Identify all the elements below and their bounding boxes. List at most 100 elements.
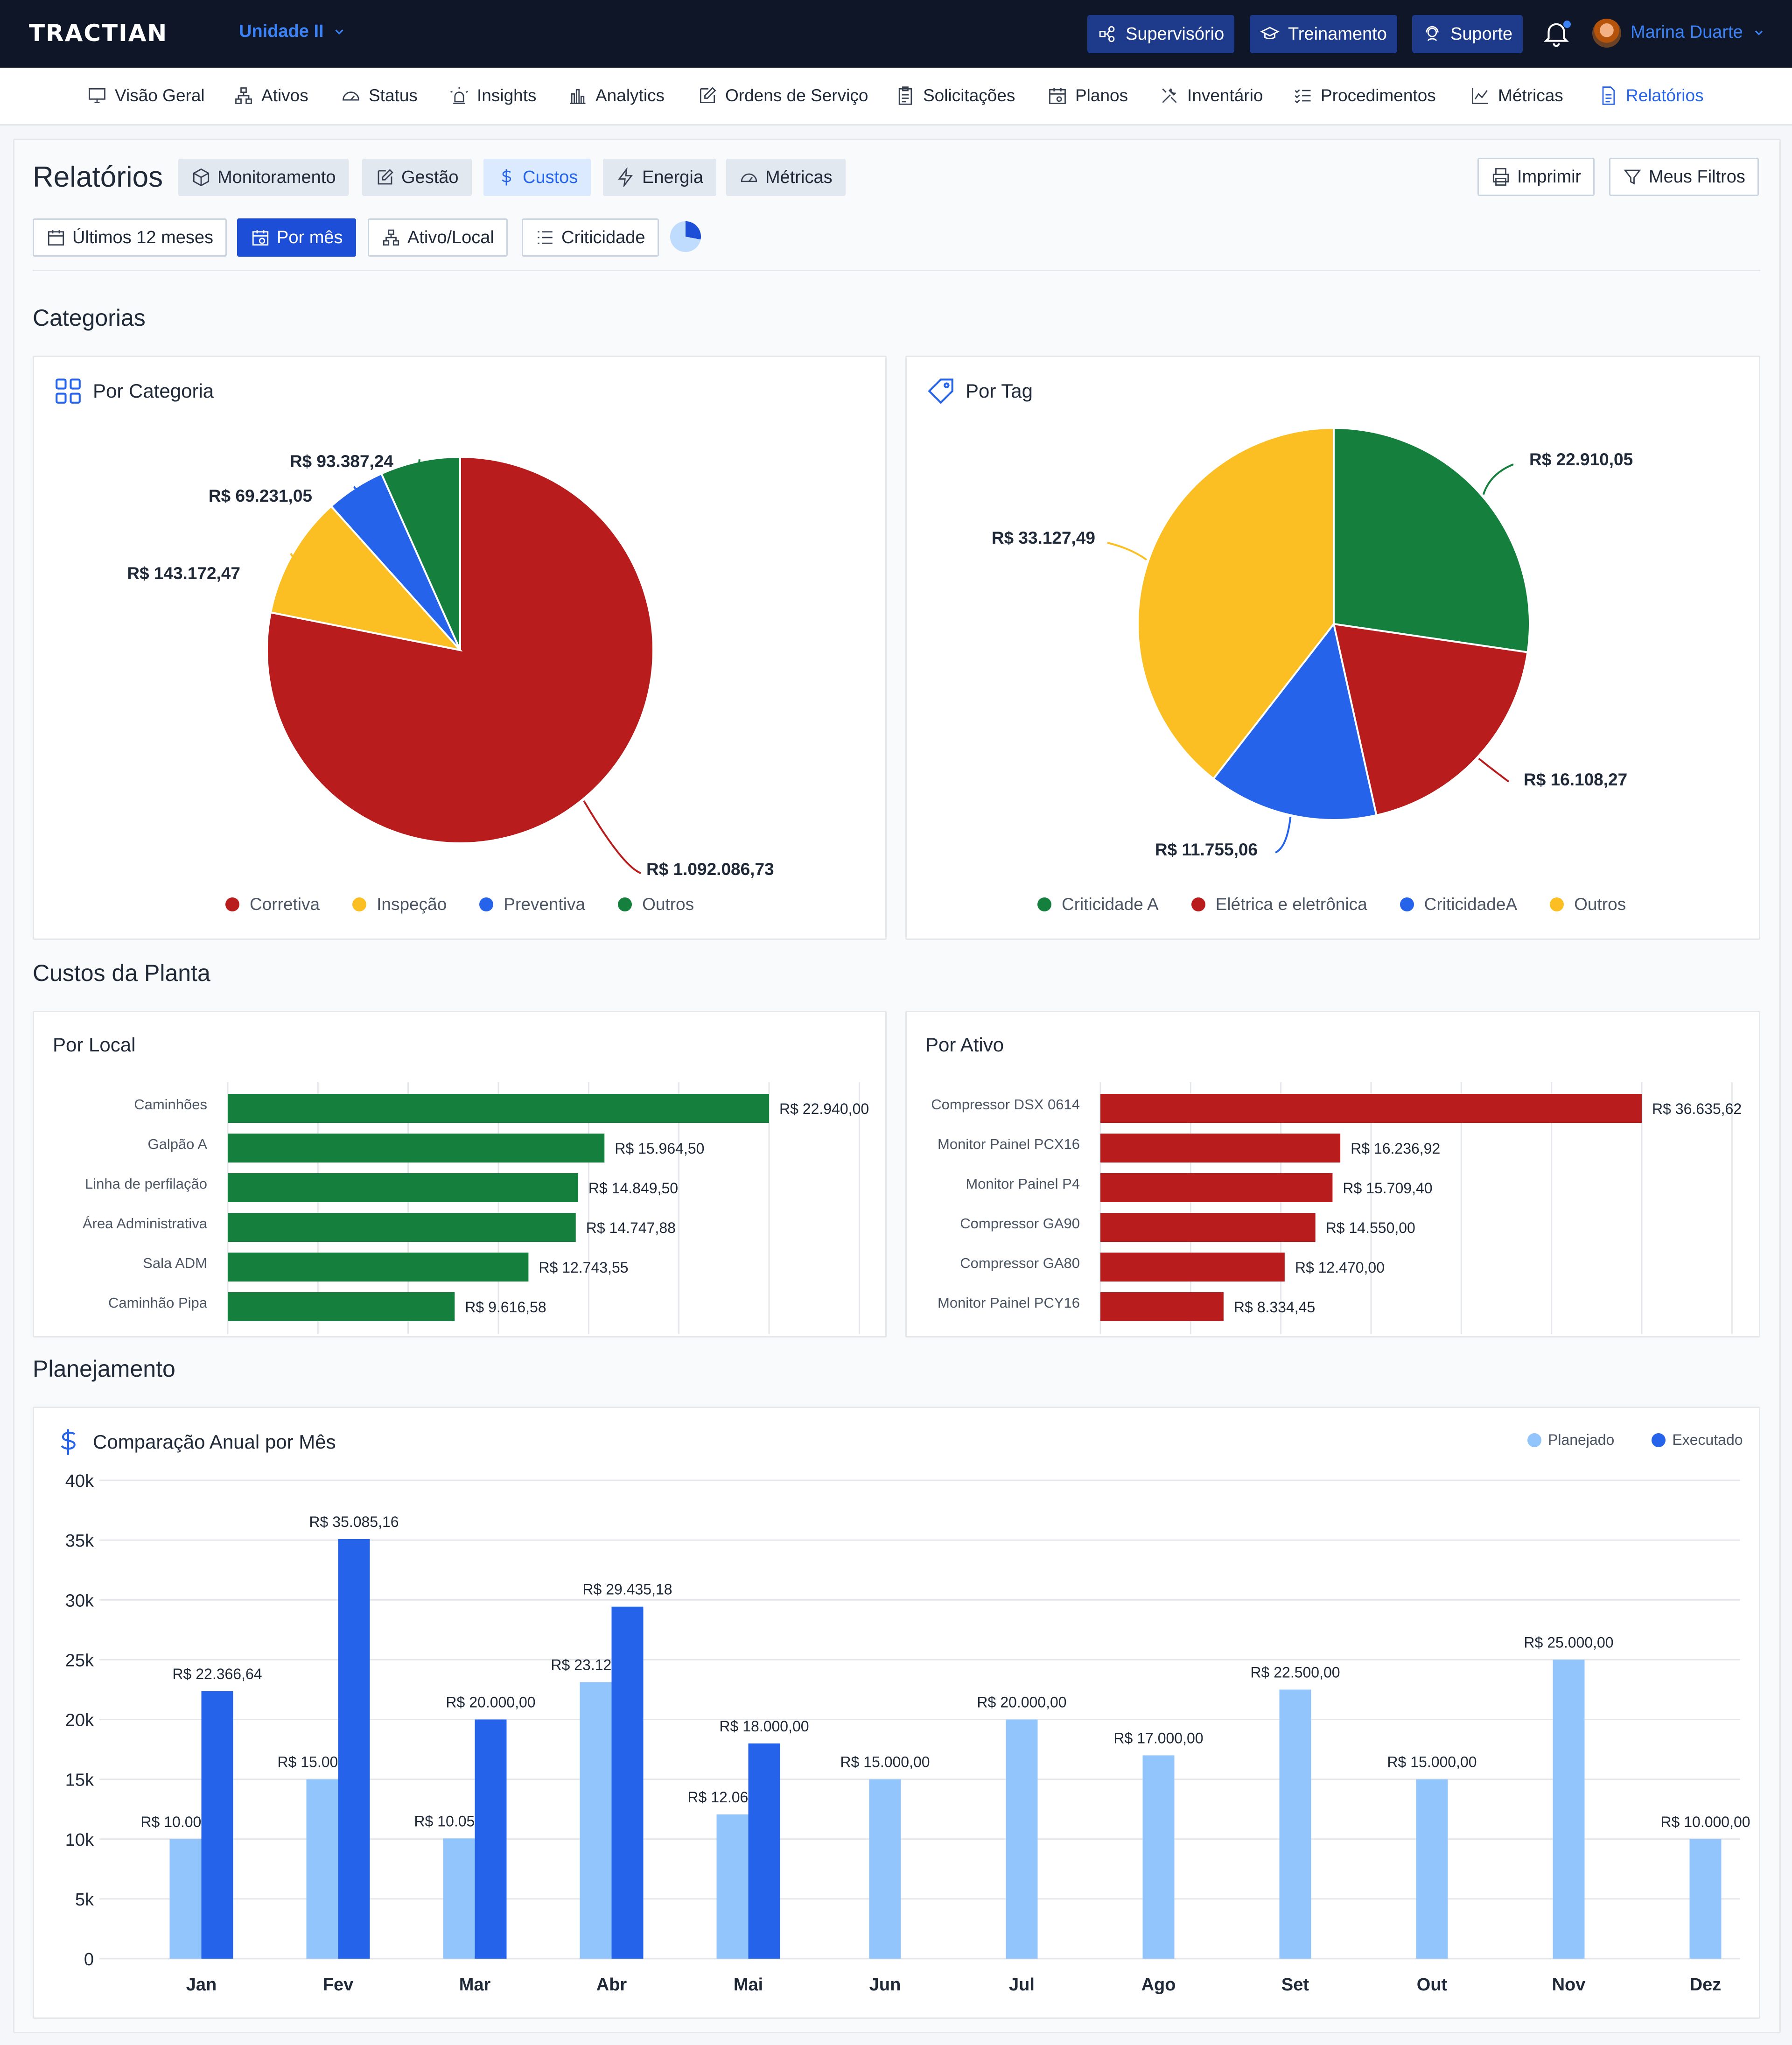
bar — [1100, 1292, 1224, 1321]
legend-swatch — [225, 897, 239, 911]
filter-period[interactable]: Últimos 12 meses — [33, 218, 227, 257]
checklist-icon — [1293, 85, 1313, 106]
print-button[interactable]: Imprimir — [1477, 158, 1595, 196]
filter-asset-location[interactable]: Ativo/Local — [368, 218, 508, 257]
unit-selector[interactable]: Unidade II — [239, 21, 346, 42]
nav-item-ativos[interactable]: Ativos — [233, 85, 308, 106]
lightning-icon — [616, 168, 636, 187]
bar-value-label: R$ 29.435,18 — [582, 1581, 672, 1598]
tab-monitoramento[interactable]: Monitoramento — [178, 159, 349, 196]
dollar-icon — [497, 168, 516, 187]
bar-value-label: R$ 12.470,00 — [1295, 1259, 1385, 1276]
nav-label: Solicitações — [923, 86, 1015, 105]
bar — [228, 1292, 455, 1321]
tab-custos[interactable]: Custos — [483, 159, 591, 196]
legend-item[interactable]: Elétrica e eletrônica — [1191, 895, 1367, 914]
filters-label: Meus Filtros — [1649, 167, 1745, 187]
pie-leader-line — [1275, 817, 1292, 854]
legend-item[interactable]: Executado — [1652, 1431, 1743, 1449]
tab-energia[interactable]: Energia — [603, 159, 716, 196]
legend-item[interactable]: Outros — [1550, 895, 1626, 914]
bar — [1100, 1134, 1341, 1163]
card-por-local: Por Local Caminhões R$ 22.940,00 Galpão A R… — [33, 1011, 887, 1338]
avatar[interactable] — [1592, 19, 1621, 48]
legend-label: Corretiva — [250, 895, 320, 914]
legend-item[interactable]: Preventiva — [479, 895, 585, 914]
bar-value-label: R$ 14.849,50 — [588, 1180, 678, 1197]
legend-item[interactable]: CriticidadeA — [1400, 895, 1517, 914]
pie-leader-line — [1107, 542, 1148, 561]
legend-swatch — [1400, 897, 1414, 911]
x-tick-label: Nov — [1552, 1975, 1586, 1995]
nav-label: Ativos — [261, 86, 308, 105]
legend-item[interactable]: Inspeção — [352, 895, 447, 914]
bar-value-label: R$ 15.709,40 — [1343, 1180, 1432, 1197]
suporte-label: Suporte — [1450, 24, 1513, 44]
nav-item-ordens-servico[interactable]: Ordens de Serviço — [697, 85, 868, 106]
nav-item-solicitacoes[interactable]: Solicitações — [895, 85, 1015, 106]
nav-item-visao-geral[interactable]: Visão Geral — [87, 85, 205, 106]
printer-icon — [1491, 167, 1511, 187]
notifications-button[interactable] — [1541, 18, 1572, 49]
bar-category-label: Monitor Painel P4 — [966, 1176, 1080, 1192]
filter-label: Por mês — [277, 227, 343, 247]
bar-planejado — [1142, 1755, 1175, 1959]
bar-category-label: Compressor DSX 0614 — [931, 1096, 1080, 1113]
bar-value-label: R$ 18.000,00 — [719, 1718, 809, 1735]
section-title-plant-costs: Custos da Planta — [33, 960, 210, 986]
legend-item[interactable]: Outros — [618, 895, 694, 914]
hierarchy-icon — [381, 228, 401, 247]
bar-value-label: R$ 14.747,88 — [586, 1219, 676, 1236]
card-title: Por Categoria — [53, 376, 214, 406]
nav-item-status[interactable]: Status — [341, 85, 418, 106]
bar-value-label: R$ 15.000,00 — [840, 1754, 930, 1771]
supervisorio-button[interactable]: Supervisório — [1087, 15, 1235, 53]
bar-category-label: Área Administrativa — [83, 1215, 208, 1232]
pie-data-label: R$ 93.387,24 — [290, 452, 394, 471]
alarm-icon — [449, 85, 469, 106]
treinamento-button[interactable]: Treinamento — [1250, 15, 1397, 53]
bar-chart-local: Caminhões R$ 22.940,00 Galpão A R$ 15.964,5… — [83, 1082, 869, 1334]
legend-swatch — [618, 897, 632, 911]
tab-gestao[interactable]: Gestão — [362, 159, 472, 196]
x-tick-label: Jul — [1009, 1975, 1035, 1995]
tractian-logo[interactable]: TRACTIAN — [29, 20, 168, 47]
card-title-label: Por Categoria — [93, 380, 214, 402]
nav-item-planos[interactable]: Planos — [1047, 85, 1128, 106]
gauge-icon — [739, 168, 759, 187]
bar-executado — [338, 1539, 370, 1959]
legend-item[interactable]: Criticidade A — [1037, 895, 1159, 914]
bar-category-label: Linha de perfilação — [85, 1176, 207, 1192]
legend-item[interactable]: Planejado — [1527, 1431, 1614, 1449]
my-filters-button[interactable]: Meus Filtros — [1609, 158, 1759, 196]
nav-item-inventario[interactable]: Inventário — [1159, 85, 1263, 106]
tab-metricas[interactable]: Métricas — [726, 159, 846, 196]
filter-by-month[interactable]: Por mês — [237, 218, 357, 257]
treinamento-label: Treinamento — [1288, 24, 1387, 44]
graduation-cap-icon — [1260, 24, 1280, 44]
nav-item-relatorios[interactable]: Relatórios — [1598, 85, 1704, 106]
tab-label: Custos — [523, 167, 578, 187]
nav-item-analytics[interactable]: Analytics — [567, 85, 665, 106]
bar-planejado — [169, 1839, 202, 1959]
bar-planejado — [580, 1682, 612, 1959]
bar-value-label: R$ 22.366,64 — [172, 1666, 262, 1682]
pie-chart-category: R$ 1.092.086,73 R$ 143.172,47 R$ 69.231,05… — [127, 452, 774, 879]
nav-item-metricas[interactable]: Métricas — [1470, 85, 1563, 106]
bar-value-label: R$ 20.000,00 — [977, 1694, 1066, 1711]
nav-item-procedimentos[interactable]: Procedimentos — [1293, 85, 1436, 106]
filter-criticality[interactable]: Criticidade — [522, 218, 659, 257]
nav-label: Procedimentos — [1321, 86, 1436, 105]
x-tick-label: Mai — [734, 1975, 763, 1995]
pie-slice — [1333, 427, 1531, 653]
bar-chart-icon — [567, 85, 588, 106]
user-menu[interactable]: Marina Duarte — [1631, 22, 1765, 42]
legend-swatch — [352, 897, 367, 911]
legend-item[interactable]: Corretiva — [225, 895, 320, 914]
suporte-button[interactable]: Suporte — [1412, 15, 1523, 53]
y-tick-label: 30k — [65, 1591, 94, 1611]
bar-chart-annual: 0 5k 10k 15k 20k 25k 30k 35k 40k R$ 10.000,00 R$ 2… — [65, 1471, 1750, 1995]
bar-category-label: Sala ADM — [143, 1255, 207, 1271]
nav-item-insights[interactable]: Insights — [449, 85, 537, 106]
y-tick-label: 0 — [84, 1950, 94, 1969]
